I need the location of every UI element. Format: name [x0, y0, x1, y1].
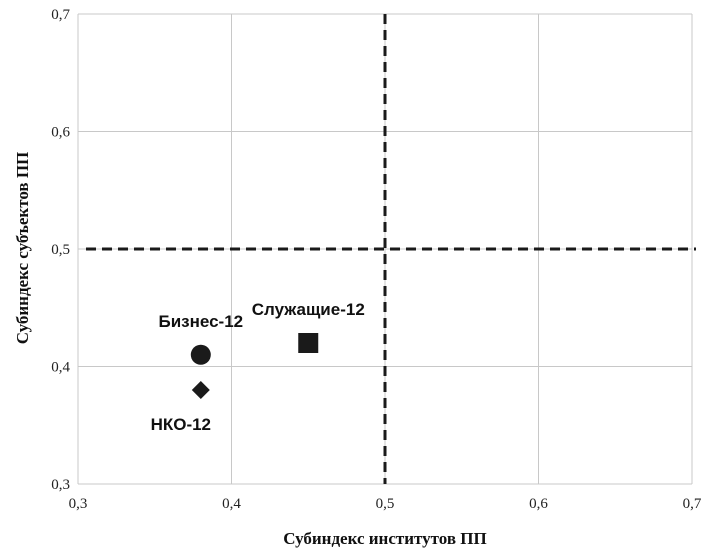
y-tick-label: 0,3: [51, 477, 70, 493]
x-axis-title: Субиндекс институтов ПП: [283, 529, 487, 548]
x-tick-label: 0,5: [376, 496, 395, 512]
point-label: НКО-12: [151, 415, 211, 434]
x-tick-label: 0,7: [683, 496, 702, 512]
y-tick-label: 0,7: [51, 7, 70, 23]
point-square: [298, 333, 319, 353]
x-tick-label: 0,6: [529, 496, 548, 512]
y-axis-title: Субиндекс субъектов ПП: [13, 152, 32, 345]
point-label: Бизнес-12: [158, 312, 243, 331]
point-circle: [190, 344, 211, 365]
x-tick-label: 0,4: [222, 496, 241, 512]
y-tick-label: 0,4: [51, 360, 70, 376]
y-tick-label: 0,5: [51, 242, 70, 258]
y-tick-label: 0,6: [51, 125, 70, 141]
point-labels: Бизнес-12 НКО-12 Служащие-12: [151, 300, 365, 434]
point-diamond: [191, 381, 210, 399]
reference-lines: [86, 14, 696, 484]
x-axis-ticks: 0,3 0,4 0,5 0,6 0,7: [69, 496, 702, 512]
y-axis-ticks: 0,3 0,4 0,5 0,6 0,7: [51, 7, 70, 493]
point-label: Служащие-12: [252, 300, 365, 319]
x-tick-label: 0,3: [69, 496, 88, 512]
data-points: [190, 333, 319, 399]
